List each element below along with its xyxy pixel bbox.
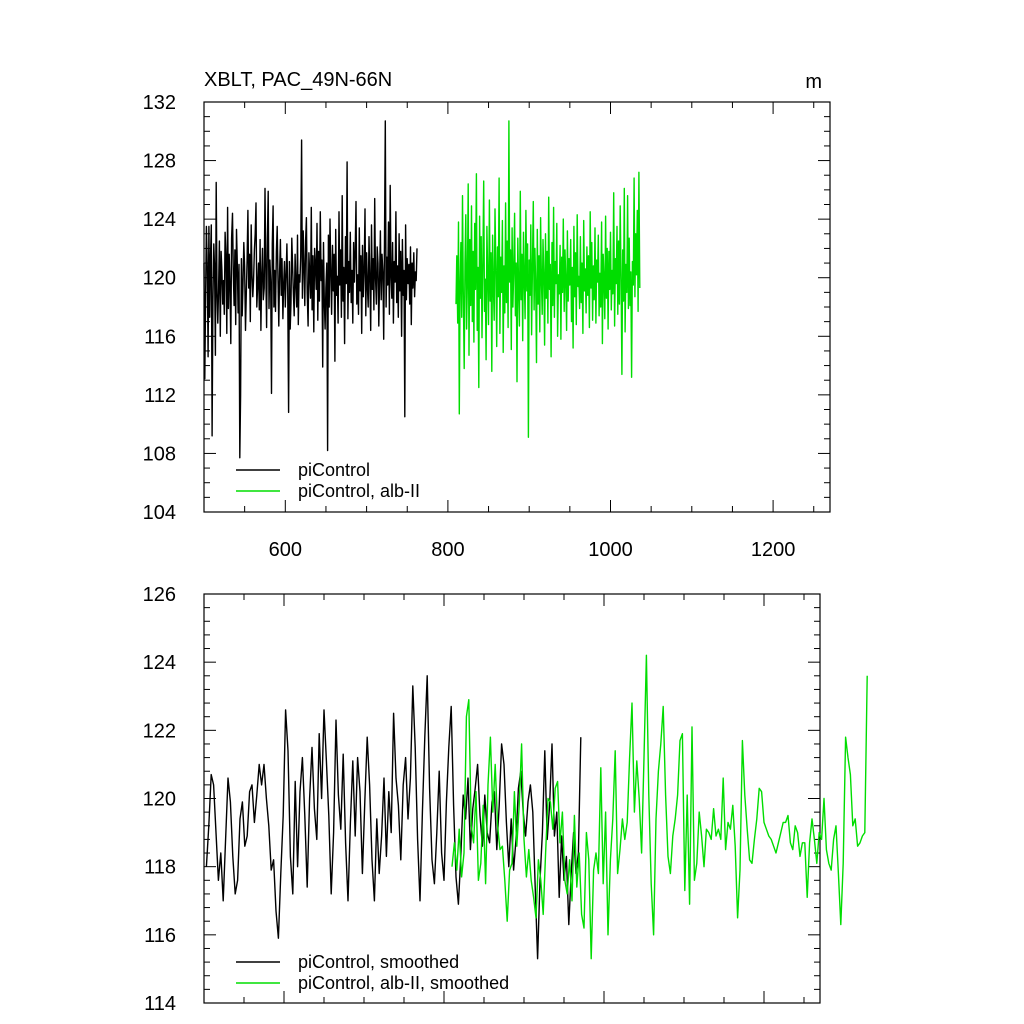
y-tick-label: 116 — [144, 925, 176, 947]
y-tick-label: 104 — [143, 502, 176, 524]
series-line-picontrol — [203, 120, 418, 459]
y-tick-label: 126 — [143, 584, 176, 606]
chart-title: XBLT, PAC_49N-66N — [204, 69, 392, 91]
legend-label: piControl, alb-II, smoothed — [298, 973, 509, 993]
top-panel: 104 108 112 116 120 124 128 132 600 800 1000 1200 XB… — [143, 69, 831, 561]
y-tick-label: 122 — [143, 720, 176, 742]
plot-frame — [203, 593, 821, 1004]
x-tick-label: 1200 — [751, 539, 796, 561]
y-tick-label: 128 — [143, 151, 176, 173]
y-tick-label: 124 — [143, 209, 176, 231]
y-tick-label: 120 — [143, 268, 176, 290]
legend-label: piControl, smoothed — [298, 952, 459, 972]
x-tick-label: 800 — [431, 539, 464, 561]
bottom-panel: 114 116 118 120 122 124 126 piControl, smoothed… — [143, 584, 868, 1015]
series-line-picontrol-alb-ii — [455, 120, 641, 438]
y-tick-label: 114 — [144, 993, 176, 1015]
legend-label: piControl — [298, 460, 370, 480]
y-tick-label: 118 — [144, 857, 176, 879]
series-line-picontrol — [205, 675, 582, 960]
legend-label: piControl, alb-II — [298, 481, 420, 501]
y-tick-label: 124 — [143, 652, 176, 674]
units-label: m — [805, 71, 822, 93]
y-tick-label: 112 — [144, 385, 176, 407]
y-tick-label: 132 — [143, 92, 176, 114]
x-tick-label: 600 — [269, 539, 302, 561]
y-tick-label: 116 — [144, 326, 176, 348]
x-tick-label: 1000 — [588, 539, 633, 561]
series-line-picontrol-alb-ii — [451, 654, 868, 960]
y-tick-label: 108 — [143, 443, 176, 465]
y-tick-label: 120 — [143, 789, 176, 811]
